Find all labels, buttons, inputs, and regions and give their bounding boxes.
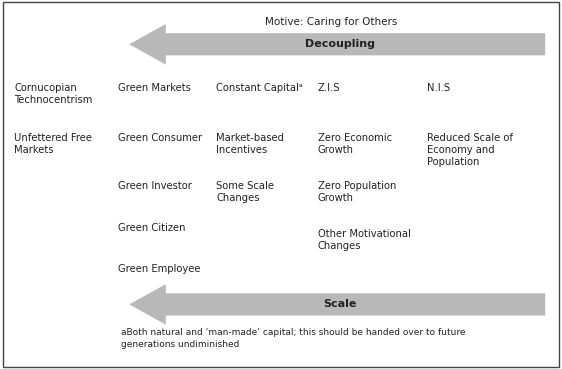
Text: Green Citizen: Green Citizen bbox=[118, 223, 185, 233]
Text: Constant Capitalᵃ: Constant Capitalᵃ bbox=[216, 83, 303, 93]
Text: aBoth natural and ‘man-made’ capital; this should be handed over to future
gener: aBoth natural and ‘man-made’ capital; th… bbox=[121, 328, 465, 348]
Text: Green Investor: Green Investor bbox=[118, 181, 192, 191]
Text: Reduced Scale of
Economy and
Population: Reduced Scale of Economy and Population bbox=[427, 133, 513, 167]
Text: Zero Economic
Growth: Zero Economic Growth bbox=[318, 133, 392, 155]
Text: Cornucopian
Technocentrism: Cornucopian Technocentrism bbox=[14, 83, 92, 105]
FancyBboxPatch shape bbox=[3, 2, 559, 367]
Text: Z.I.S: Z.I.S bbox=[318, 83, 340, 93]
Text: Green Markets: Green Markets bbox=[118, 83, 191, 93]
Text: Green Consumer: Green Consumer bbox=[118, 133, 202, 143]
Text: Decoupling: Decoupling bbox=[305, 39, 375, 49]
Text: Scale: Scale bbox=[323, 299, 357, 310]
Text: Some Scale
Changes: Some Scale Changes bbox=[216, 181, 274, 203]
Text: Zero Population
Growth: Zero Population Growth bbox=[318, 181, 396, 203]
Text: Motive: Caring for Others: Motive: Caring for Others bbox=[265, 17, 398, 27]
Text: Market-based
Incentives: Market-based Incentives bbox=[216, 133, 284, 155]
Polygon shape bbox=[129, 284, 545, 325]
Text: Green Employee: Green Employee bbox=[118, 264, 201, 274]
Polygon shape bbox=[129, 24, 545, 65]
Text: Unfettered Free
Markets: Unfettered Free Markets bbox=[14, 133, 92, 155]
Text: Other Motivational
Changes: Other Motivational Changes bbox=[318, 229, 410, 251]
Text: N.I.S: N.I.S bbox=[427, 83, 450, 93]
